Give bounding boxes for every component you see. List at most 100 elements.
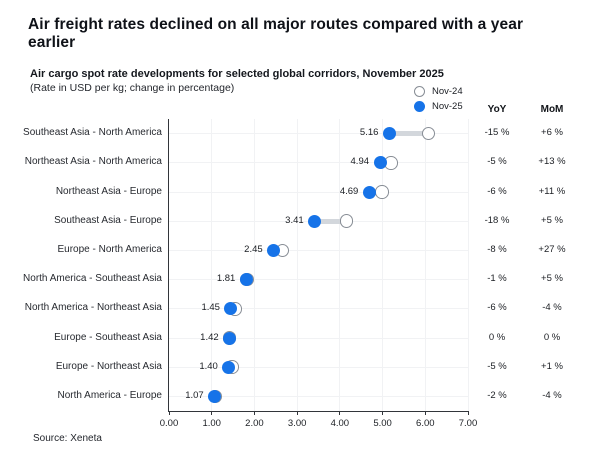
- legend-item-nov25: Nov-25: [414, 100, 463, 112]
- source-note: Source: Xeneta: [33, 433, 102, 444]
- nov25-dot: [362, 185, 376, 199]
- value-label: 2.45: [244, 243, 263, 255]
- route-label: Europe - North America: [57, 243, 163, 255]
- route-label: North America - Europe: [57, 389, 163, 401]
- x-axis-tick-label: 6.00: [416, 418, 435, 429]
- nov25-dot: [224, 302, 238, 316]
- nov25-dot: [373, 156, 387, 170]
- mom-value: +1 %: [541, 360, 563, 372]
- nov25-dot: [267, 243, 281, 257]
- nov25-dot: [308, 214, 322, 228]
- value-label: 1.07: [185, 389, 204, 401]
- nov25-dot: [208, 389, 222, 403]
- yoy-value: -6 %: [487, 185, 507, 197]
- y-axis-line: [168, 119, 169, 411]
- vertical-gridline: [296, 119, 298, 411]
- vertical-gridline: [253, 119, 255, 411]
- route-label: Northeast Asia - Europe: [55, 185, 162, 197]
- x-axis-tick-label: 4.00: [330, 418, 350, 429]
- mom-value: +6 %: [541, 127, 563, 139]
- route-label: North America - Northeast Asia: [24, 302, 162, 314]
- mom-value: -4 %: [542, 302, 562, 314]
- nov25-dot: [382, 127, 396, 141]
- x-axis-tick: [168, 411, 170, 415]
- x-axis-tick: [424, 411, 426, 415]
- yoy-value: -5 %: [487, 156, 507, 168]
- open-circle-icon: [414, 85, 425, 97]
- vertical-gridline: [339, 119, 341, 411]
- x-axis-tick: [211, 411, 213, 415]
- mom-value: +5 %: [541, 273, 563, 285]
- chart-unit-note: (Rate in USD per kg; change in percentag…: [30, 82, 235, 94]
- horizontal-gridline: [169, 279, 468, 281]
- horizontal-gridline: [169, 366, 468, 368]
- yoy-value: -6 %: [487, 302, 507, 314]
- vertical-gridline: [424, 119, 426, 411]
- legend-label: Nov-24: [432, 85, 463, 97]
- x-axis-tick-label: 0.00: [159, 418, 179, 429]
- yoy-value: -1 %: [487, 273, 507, 285]
- x-axis-line: [168, 411, 468, 412]
- value-label: 1.81: [216, 273, 236, 285]
- legend: Nov-24 Nov-25: [414, 85, 463, 112]
- legend-item-nov24: Nov-24: [414, 85, 463, 97]
- x-axis-tick-label: 5.00: [373, 418, 392, 429]
- nov25-dot: [222, 360, 236, 374]
- x-axis-tick: [382, 411, 384, 415]
- nov25-dot: [239, 273, 253, 287]
- column-header-yoy: YoY: [487, 104, 507, 115]
- chart-subtitle: Air cargo spot rate developments for sel…: [30, 68, 444, 80]
- value-label: 1.45: [201, 302, 220, 314]
- x-axis-tick-label: 2.00: [245, 418, 264, 429]
- filled-circle-icon: [414, 100, 425, 112]
- vertical-gridline: [467, 119, 469, 411]
- horizontal-gridline: [169, 249, 468, 251]
- mom-value: +11 %: [538, 185, 566, 197]
- mom-value: -4 %: [542, 389, 562, 401]
- page-title: Air freight rates declined on all major …: [28, 16, 524, 51]
- route-label: Europe - Southeast Asia: [54, 331, 162, 343]
- yoy-value: -2 %: [487, 389, 507, 401]
- legend-label: Nov-25: [432, 100, 463, 112]
- x-axis-tick: [253, 411, 255, 415]
- horizontal-gridline: [169, 337, 468, 339]
- connector-bar: [314, 218, 347, 224]
- horizontal-gridline: [169, 162, 468, 164]
- mom-value: +27 %: [538, 243, 566, 255]
- vertical-gridline: [211, 119, 213, 411]
- value-label: 4.94: [350, 156, 370, 168]
- x-axis-tick-label: 7.00: [458, 418, 478, 429]
- mom-value: +13 %: [538, 156, 566, 168]
- x-axis-tick-label: 1.00: [202, 418, 221, 429]
- yoy-value: -18 %: [484, 214, 510, 226]
- connector-bar: [389, 131, 429, 137]
- horizontal-gridline: [169, 191, 468, 193]
- nov25-dot: [223, 331, 237, 345]
- column-header-mom: MoM: [540, 104, 564, 115]
- value-label: 4.69: [339, 185, 359, 197]
- nov24-dot: [339, 214, 354, 228]
- route-label: Northeast Asia - North America: [24, 156, 162, 168]
- mom-value: +5 %: [541, 214, 563, 226]
- route-label: Europe - Northeast Asia: [55, 360, 162, 372]
- horizontal-gridline: [169, 308, 468, 310]
- yoy-value: -15 %: [484, 127, 510, 139]
- yoy-value: -8 %: [487, 243, 507, 255]
- mom-value: 0 %: [543, 331, 561, 343]
- horizontal-gridline: [169, 133, 468, 135]
- value-label: 1.42: [200, 331, 219, 343]
- x-axis-tick: [296, 411, 298, 415]
- value-label: 5.16: [359, 127, 379, 139]
- x-axis-tick: [467, 411, 469, 415]
- route-label: Southeast Asia - Europe: [54, 214, 162, 226]
- x-axis-tick-label: 3.00: [287, 418, 307, 429]
- yoy-value: -5 %: [487, 360, 507, 372]
- nov24-dot: [375, 185, 389, 199]
- x-axis-tick: [339, 411, 341, 415]
- vertical-gridline: [382, 119, 384, 411]
- value-label: 3.41: [285, 214, 304, 226]
- value-label: 1.40: [199, 360, 218, 372]
- yoy-value: 0 %: [488, 331, 506, 343]
